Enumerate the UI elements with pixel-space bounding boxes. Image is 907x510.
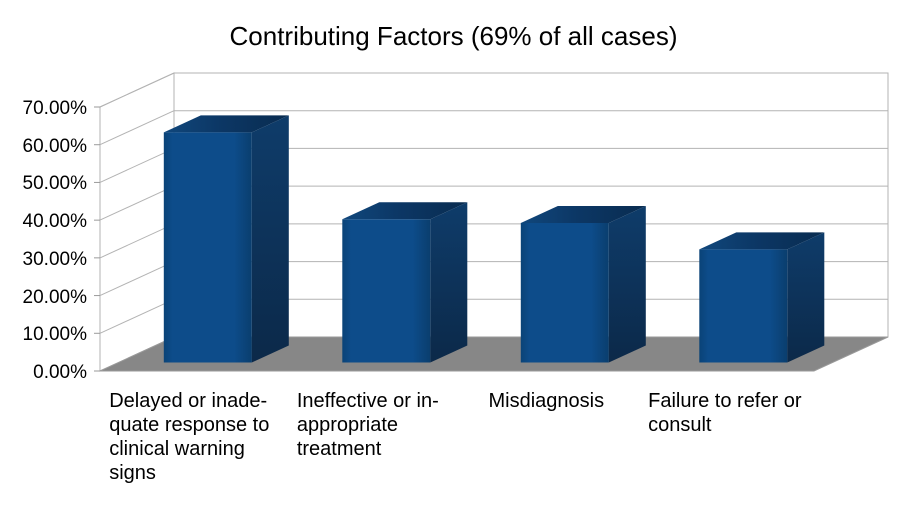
category-label: Delayed or inade-quate response to clinic… (109, 390, 270, 484)
y-tick-label: 50.00% (22, 173, 87, 195)
bar-4 (699, 232, 825, 363)
y-tick-label: 60.00% (22, 135, 87, 157)
y-tick-label: 20.00% (22, 286, 87, 308)
category-label: Misdiagnosis (488, 390, 605, 412)
y-tick-label: 70.00% (22, 98, 87, 119)
y-tick-label: 10.00% (22, 324, 87, 346)
chart-title: Contributing Factors (69% of all cases) (229, 21, 678, 51)
bar-1 (163, 115, 289, 363)
y-tick-label: 30.00% (22, 248, 87, 270)
chart-floor (99, 336, 889, 372)
bar-2 (342, 202, 468, 363)
y-tick-label: 0.00% (33, 362, 87, 383)
y-tick-label: 40.00% (22, 211, 87, 233)
category-label: Ineffective or in-appropriate treatment (296, 390, 439, 460)
bar-3 (520, 206, 646, 363)
category-label: Failure to refer or consult (648, 390, 802, 436)
chart-bars (163, 115, 825, 363)
